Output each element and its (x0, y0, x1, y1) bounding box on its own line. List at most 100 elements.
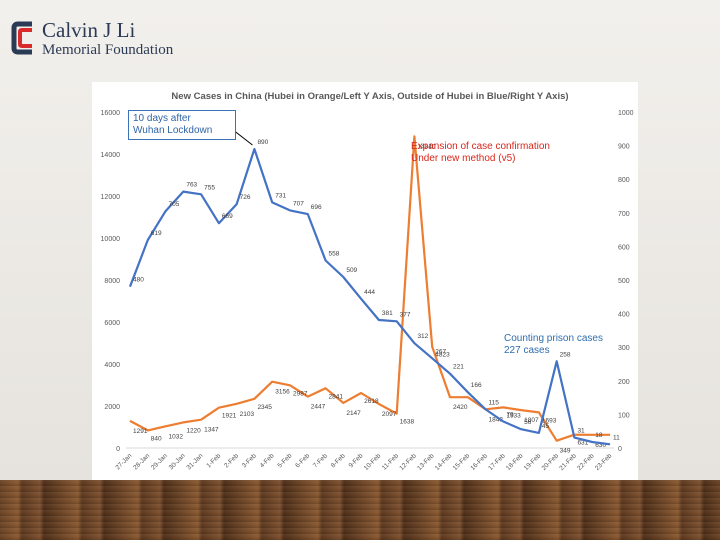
x-axis-tick-label: 1-Feb (205, 452, 222, 469)
x-axis-tick-label: 5-Feb (276, 452, 293, 469)
outside-hubei-data-label: 166 (471, 382, 482, 389)
wuhan-lockdown-callout: 10 days after Wuhan Lockdown (128, 110, 236, 140)
hubei-data-label: 1032 (169, 433, 184, 440)
x-axis-tick-label: 10-Feb (363, 452, 383, 472)
hubei-data-label: 2103 (240, 411, 255, 418)
expansion-callout: Expansion of case confirmation Under new… (411, 141, 550, 165)
left-axis-tick-label: 12000 (101, 194, 121, 201)
wooden-floor (0, 480, 720, 540)
hubei-data-label: 1220 (186, 427, 201, 434)
hubei-data-label: 349 (560, 448, 571, 455)
x-axis-tick-label: 18-Feb (505, 452, 525, 472)
outside-hubei-data-label: 56 (524, 419, 532, 426)
right-axis-tick-label: 200 (618, 379, 630, 386)
outside-hubei-series-line (128, 147, 611, 446)
x-axis-tick-label: 17-Feb (487, 452, 507, 472)
right-axis-tick-label: 500 (618, 278, 630, 285)
hubei-data-label: 630 (595, 442, 606, 449)
outside-hubei-data-label: 705 (169, 201, 180, 208)
hubei-data-label: 2987 (293, 390, 308, 397)
outside-hubei-data-label: 115 (489, 399, 500, 406)
x-axis-tick-label: 28-Jan (132, 452, 151, 471)
hubei-data-label: 631 (577, 440, 588, 447)
right-axis-tick-label: 600 (618, 244, 630, 251)
right-axis-tick-label: 900 (618, 144, 630, 151)
x-axis-tick-label: 2-Feb (223, 452, 240, 469)
outside-hubei-data-label: 312 (417, 333, 428, 340)
x-axis-tick-label: 7-Feb (312, 452, 329, 469)
x-axis-tick-label: 19-Feb (523, 452, 543, 472)
outside-hubei-data-label: 558 (329, 251, 340, 258)
outside-hubei-data-label: 707 (293, 200, 304, 207)
outside-hubei-data-label: 258 (560, 351, 571, 358)
outside-hubei-data-label: 890 (257, 139, 268, 146)
left-axis-tick-label: 14000 (101, 152, 121, 159)
outside-hubei-data-label: 669 (222, 213, 233, 220)
wooden-floor-grain (0, 480, 720, 540)
outside-hubei-data-label: 11 (613, 434, 620, 441)
wuhan-lockdown-text: 10 days after Wuhan Lockdown (133, 113, 213, 136)
outside-hubei-data-label: 267 (435, 348, 446, 355)
foundation-name: Calvin J Li (42, 18, 136, 42)
foundation-logo-icon (11, 21, 32, 55)
left-axis-tick-label: 4000 (104, 362, 120, 369)
hubei-data-label: 2420 (453, 404, 468, 411)
outside-hubei-data-label: 480 (133, 277, 144, 284)
chart-frame: New Cases in China (Hubei in Orange/Left… (92, 82, 638, 480)
x-axis-tick-label: 30-Jan (168, 452, 187, 471)
hubei-data-label: 2147 (346, 410, 361, 417)
hubei-data-label: 2345 (257, 404, 272, 411)
x-axis-tick-label: 22-Feb (576, 452, 596, 472)
x-axis-tick-label: 27-Jan (114, 452, 133, 471)
outside-hubei-data-label: 755 (204, 184, 215, 191)
outside-hubei-data-label: 726 (240, 194, 251, 201)
outside-hubei-data-label: 509 (346, 267, 357, 274)
right-axis-tick-label: 700 (618, 211, 630, 218)
left-axis-tick-label: 16000 (101, 110, 121, 117)
right-axis-tick-label: 0 (618, 446, 622, 453)
outside-hubei-data-label: 18 (595, 432, 603, 439)
left-axis-tick-label: 6000 (104, 320, 120, 327)
x-axis-tick-label: 31-Jan (186, 452, 205, 471)
outside-hubei-data-label: 79 (506, 411, 514, 418)
hubei-data-label: 2097 (382, 411, 397, 418)
x-axis-tick-label: 12-Feb (398, 452, 418, 472)
x-axis-tick-label: 8-Feb (330, 452, 347, 469)
x-axis-tick-label: 20-Feb (541, 452, 561, 472)
x-axis-tick-label: 16-Feb (469, 452, 489, 472)
outside-hubei-data-label: 619 (151, 230, 162, 237)
new-cases-chart: New Cases in China (Hubei in Orange/Left… (101, 91, 634, 472)
outside-hubei-data-label: 45 (542, 423, 550, 430)
outside-hubei-data-label: 221 (453, 364, 464, 371)
hubei-data-label: 1921 (222, 413, 237, 420)
prison-cases-text: Counting prison cases 227 cases (504, 333, 603, 356)
hubei-data-label: 4823 (435, 352, 450, 359)
hubei-data-label: 2618 (364, 398, 379, 405)
foundation-subtitle: Memorial Foundation (42, 42, 174, 58)
outside-hubei-data-label: 444 (364, 289, 375, 296)
left-axis-tick-label: 0 (116, 446, 120, 453)
hubei-data-label: 1347 (204, 427, 219, 434)
hubei-data-label: 1291 (133, 428, 148, 435)
hubei-data-label: 2841 (329, 393, 344, 400)
x-axis-tick-label: 4-Feb (259, 452, 276, 469)
x-axis-tick-label: 29-Jan (150, 452, 169, 471)
hubei-data-label: 1638 (400, 419, 415, 426)
hubei-data-label: 2447 (311, 404, 326, 411)
left-axis-tick-label: 10000 (101, 236, 121, 243)
hubei-data-label: 14840 (417, 143, 435, 150)
right-axis-tick-label: 300 (618, 345, 630, 352)
left-axis-tick-label: 8000 (104, 278, 120, 285)
outside-hubei-data-label: 763 (186, 182, 197, 189)
hubei-data-label: 840 (151, 435, 162, 442)
outside-hubei-data-label: 377 (400, 311, 411, 318)
x-axis-tick-label: 21-Feb (558, 452, 578, 472)
x-axis-tick-label: 6-Feb (294, 452, 311, 469)
hubei-series-line (129, 135, 610, 442)
right-axis-tick-label: 400 (618, 312, 630, 319)
outside-hubei-data-label: 381 (382, 310, 393, 317)
x-axis-tick-label: 23-Feb (594, 452, 614, 472)
expansion-text: Expansion of case confirmation Under new… (411, 141, 550, 164)
hubei-data-label: 1807 (524, 417, 539, 424)
x-axis-tick-label: 11-Feb (381, 452, 400, 471)
